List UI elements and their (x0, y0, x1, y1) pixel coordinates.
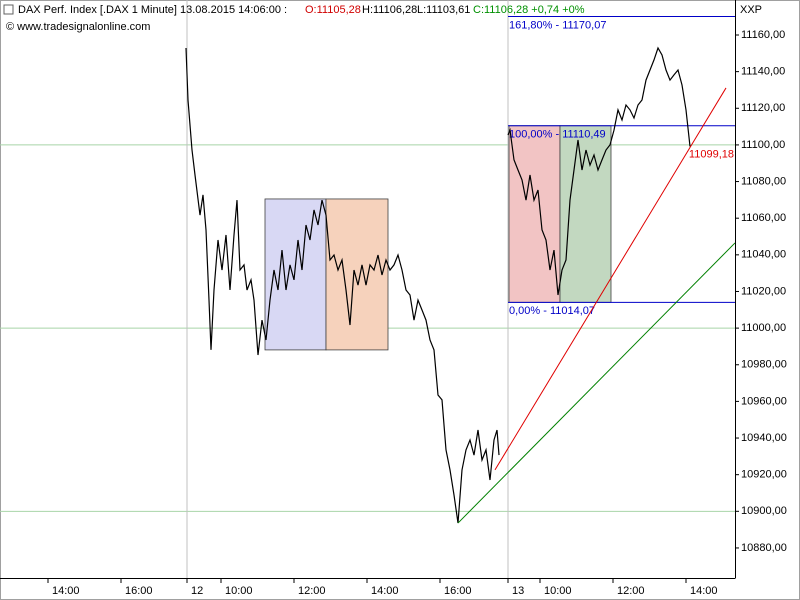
x-tick-label: 14:00 (690, 585, 718, 597)
y-tick-label: 10900,00 (741, 505, 787, 517)
last-price-label: 11099,18 (689, 148, 734, 160)
y-tick-label: 11140,00 (741, 66, 785, 78)
header-high: H:11106,28 (362, 4, 417, 16)
x-tick-label: 10:00 (544, 585, 572, 597)
header-low: L:11103,61 (417, 4, 470, 16)
fib-label: 161,80% - 11170,07 (509, 19, 606, 31)
y-tick-label: 10880,00 (741, 542, 787, 554)
y-tick-label: 11020,00 (741, 285, 786, 297)
y-tick-label: 10940,00 (741, 432, 787, 444)
fib-label: 100,00% - 11110,49 (509, 129, 606, 141)
range-box (325, 198, 389, 351)
menu-icon[interactable] (3, 4, 14, 15)
y-tick-label: 11120,00 (741, 102, 785, 114)
header-open: O:11105,28 (305, 4, 361, 16)
y-tick-label: 11060,00 (741, 212, 786, 224)
trend-line (494, 87, 727, 471)
range-box (508, 125, 561, 303)
trend-line (457, 242, 736, 524)
y-tick-label: 11080,00 (741, 175, 786, 187)
y-tick-label: 11160,00 (741, 29, 785, 41)
x-tick-label: 12:00 (298, 585, 326, 597)
header-close: C:11106,28 +0,74 +0% (473, 4, 585, 16)
y-tick-label: 11100,00 (741, 139, 785, 151)
x-tick-label: 12:00 (617, 585, 645, 597)
y-tick-label: 11040,00 (741, 249, 786, 261)
x-tick-label: 16:00 (125, 585, 153, 597)
y-tick-label: 11000,00 (741, 322, 786, 334)
y-tick-label: 10960,00 (741, 395, 787, 407)
header-title: DAX Perf. Index [.DAX 1 Minute] 13.08.20… (18, 4, 287, 16)
price-line (185, 46, 691, 524)
x-tick-label: 10:00 (225, 585, 253, 597)
x-tick-label: 16:00 (444, 585, 472, 597)
y-tick-label: 10920,00 (741, 469, 787, 481)
x-tick-label: 13 (512, 585, 524, 597)
axis-label: XXP (740, 4, 762, 16)
copyright: © www.tradesignalonline.com (6, 21, 150, 33)
x-tick-label: 12 (191, 585, 203, 597)
y-tick-label: 10980,00 (741, 359, 787, 371)
fib-label: 0,00% - 11014,07 (509, 305, 595, 317)
x-tick-label: 14:00 (371, 585, 399, 597)
plot: 161,80% - 11170,07 100,00% - 11110,49 0,00… (0, 0, 736, 578)
x-tick-label: 14:00 (52, 585, 80, 597)
